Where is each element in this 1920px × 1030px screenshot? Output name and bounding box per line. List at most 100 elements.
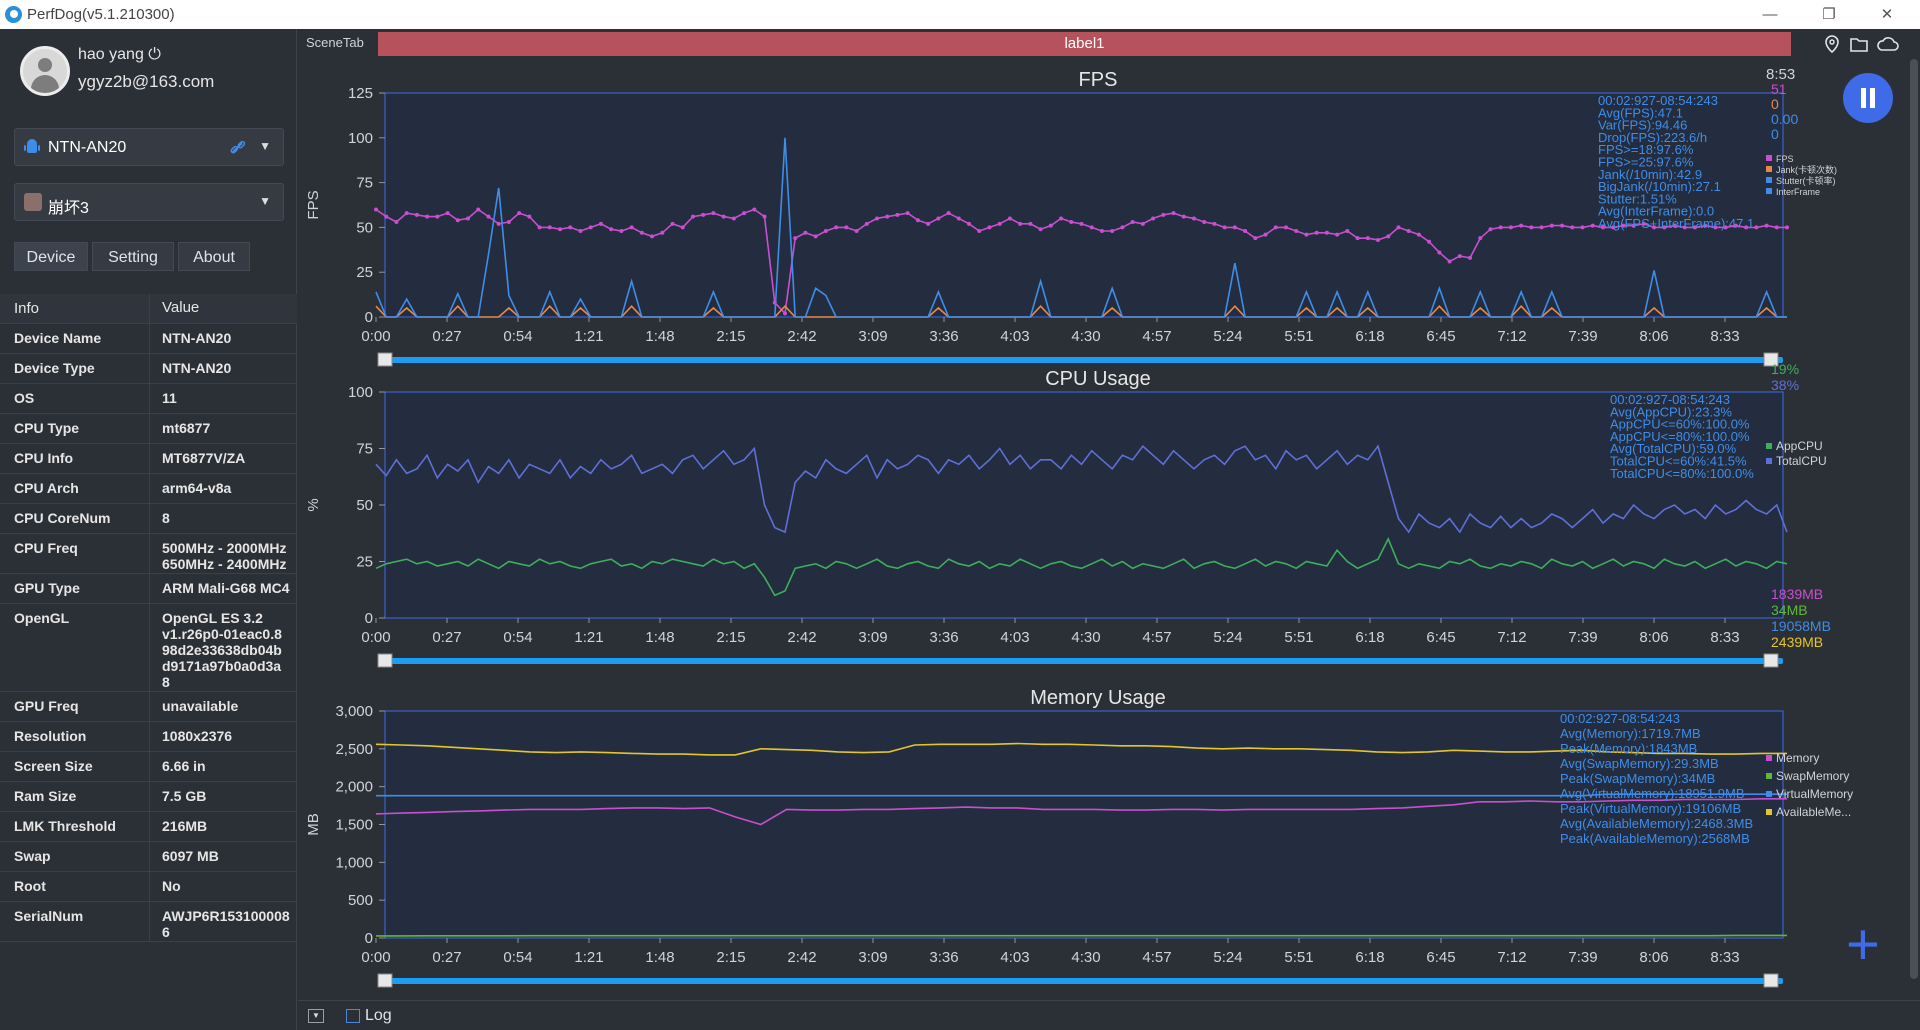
- folder-icon[interactable]: [1849, 34, 1869, 54]
- fps-point: [619, 228, 624, 233]
- fps-point: [537, 225, 542, 230]
- x-tick-label: 1:48: [645, 328, 674, 345]
- range-slider-handle-left: [377, 352, 393, 367]
- fps-point: [1273, 225, 1278, 230]
- fps-point: [1048, 223, 1053, 228]
- fps-point: [496, 221, 501, 226]
- scene-tab[interactable]: SceneTab: [306, 35, 364, 50]
- stat-text: BigJank(/10min):27.1: [1598, 179, 1721, 194]
- range-slider-handle-right: [1763, 653, 1779, 668]
- fps-point: [854, 228, 859, 233]
- stat-text: 00:02:927-08:54:243: [1598, 93, 1718, 108]
- x-tick-label: 2:15: [716, 328, 745, 345]
- fps-point: [1120, 225, 1125, 230]
- range-slider-track: [385, 357, 1783, 363]
- x-tick-label: 8:06: [1639, 328, 1668, 345]
- link-icon[interactable]: [230, 140, 247, 157]
- x-tick-label: 2:42: [787, 328, 816, 345]
- fps-point: [762, 214, 767, 219]
- table-row: CPU Type mt6877: [0, 414, 297, 444]
- fps-point: [639, 230, 644, 235]
- y-tick-label: 25: [356, 554, 373, 571]
- fps-point: [1754, 225, 1759, 230]
- bottom-bar: ▼ Log: [298, 1000, 1920, 1030]
- device-select[interactable]: NTN-AN20 ▼: [14, 128, 284, 166]
- x-tick-label: 1:21: [574, 949, 603, 966]
- row-value: 500MHz - 2000MHz 650MHz - 2400MHz: [162, 540, 287, 572]
- close-icon[interactable]: ✕: [1880, 6, 1894, 23]
- fps-point: [1508, 225, 1513, 230]
- log-checkbox[interactable]: [346, 1009, 360, 1023]
- y-tick-label: 0: [365, 930, 373, 947]
- collapse-dropdown-icon[interactable]: ▼: [308, 1009, 324, 1023]
- tab-setting[interactable]: Setting: [92, 242, 174, 271]
- app-select[interactable]: 崩坏3 ▼: [14, 183, 284, 221]
- add-chart-button[interactable]: +: [1846, 916, 1880, 974]
- x-tick-label: 6:18: [1355, 949, 1384, 966]
- fps-point: [629, 225, 634, 230]
- fps-point: [425, 214, 430, 219]
- row-key: Ram Size: [14, 788, 77, 804]
- fps-point: [997, 221, 1002, 226]
- x-tick-label: 0:00: [361, 949, 390, 966]
- stat-text: AppCPU<=80%:100.0%: [1610, 429, 1750, 444]
- fps-point: [905, 211, 910, 216]
- tab-about[interactable]: About: [178, 242, 250, 271]
- log-label: Log: [365, 1007, 392, 1024]
- fps-point: [1345, 228, 1350, 233]
- fps-point: [1283, 225, 1288, 230]
- row-value: MT6877V/ZA: [162, 450, 246, 466]
- x-tick-label: 5:24: [1213, 328, 1242, 345]
- stat-text: Avg(FPS):47.1: [1598, 105, 1683, 120]
- location-icon[interactable]: [1822, 34, 1842, 54]
- x-tick-label: 5:51: [1284, 949, 1313, 966]
- scene-label[interactable]: label1: [378, 32, 1791, 56]
- fps-point: [1099, 228, 1104, 233]
- stat-text: Avg(SwapMemory):29.3MB: [1560, 756, 1719, 771]
- row-value: 11: [162, 390, 177, 406]
- tab-device[interactable]: Device: [14, 242, 88, 271]
- x-tick-label: 8:33: [1710, 629, 1739, 646]
- chart-title: FPS: [1079, 69, 1118, 91]
- fps-point: [1447, 259, 1452, 264]
- fps-point: [1028, 221, 1033, 226]
- fps-point: [1202, 220, 1207, 225]
- fps-point: [1652, 225, 1657, 230]
- stat-text: Stutter:1.51%: [1598, 191, 1677, 206]
- x-tick-label: 0:54: [503, 629, 532, 646]
- fps-point: [1498, 225, 1503, 230]
- table-header: Info Value: [0, 294, 297, 324]
- device-select-value: NTN-AN20: [48, 139, 127, 156]
- fps-point: [844, 225, 849, 230]
- fps-point: [1406, 228, 1411, 233]
- y-tick-label: 75: [356, 441, 373, 458]
- row-key: Swap: [14, 848, 51, 864]
- fps-point: [374, 207, 378, 212]
- pause-button[interactable]: [1843, 73, 1893, 123]
- restore-icon[interactable]: ❐: [1822, 6, 1836, 23]
- stat-text: Avg(AvailableMemory):2468.3MB: [1560, 816, 1753, 831]
- x-tick-label: 1:21: [574, 328, 603, 345]
- x-tick-label: 4:03: [1000, 328, 1029, 345]
- x-tick-label: 8:33: [1710, 949, 1739, 966]
- current-time: 8:53: [1766, 66, 1795, 83]
- android-icon: [24, 139, 40, 153]
- row-value: 6.66 in: [162, 758, 206, 774]
- row-key: GPU Type: [14, 580, 80, 596]
- x-tick-label: 1:48: [645, 949, 674, 966]
- legend-swatch: [1766, 809, 1772, 815]
- fps-point: [936, 216, 941, 221]
- range-slider-handle-left: [377, 653, 393, 668]
- stat-text: Drop(FPS):223.6/h: [1598, 130, 1707, 145]
- cloud-icon[interactable]: [1876, 34, 1900, 54]
- fps-point: [558, 227, 563, 232]
- x-tick-label: 6:45: [1426, 949, 1455, 966]
- fps-point: [1682, 225, 1687, 230]
- fps-point: [1304, 232, 1309, 237]
- vertical-scrollbar[interactable]: [1908, 59, 1920, 999]
- avatar[interactable]: [20, 46, 70, 96]
- minimize-icon[interactable]: —: [1762, 6, 1778, 23]
- y-tick-label: 3,000: [335, 703, 373, 720]
- stat-text: FPS>=18:97.6%: [1598, 142, 1694, 157]
- x-tick-label: 7:12: [1497, 949, 1526, 966]
